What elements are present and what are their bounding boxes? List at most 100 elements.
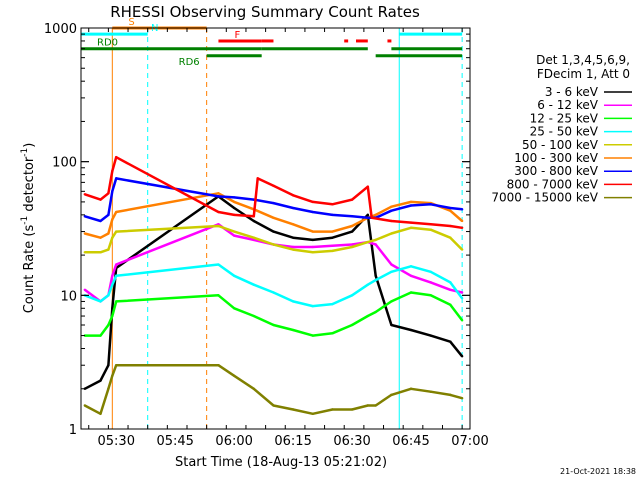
series-4-point-1 [99,251,102,254]
y-tick-label-3: 1000 [44,22,77,37]
series-3-point-11 [331,302,334,306]
series-7-point-9 [272,184,275,187]
series-6-point-16 [409,204,413,207]
y-axis-label-main: Count Rate (s [22,225,37,314]
series-8-point-8 [272,404,275,407]
series-8-point-11 [331,408,334,411]
series-1-point-9 [291,245,295,249]
series-7-point-5 [217,210,220,214]
series-4-point-6 [232,230,236,233]
series-7-point-4 [115,155,118,159]
legend-label-0: 3 - 6 keV [545,85,599,99]
series-6-point-12 [350,215,354,218]
flag-label-rd6: RD6 [179,57,200,68]
series-7-point-8 [256,177,259,180]
series-5-point-5 [217,192,220,195]
series-6-point-17 [429,203,432,206]
series-5-point-19 [460,219,464,223]
x-tick-label-6: 07:00 [451,434,488,449]
y-tick-label-2: 100 [52,156,77,171]
legend-label-7: 800 - 7000 keV [507,177,599,191]
series-4-point-2 [107,248,110,251]
series-4-point-10 [311,251,314,254]
series-1-point-4 [115,263,118,266]
series-6-point-5 [217,195,220,198]
x-tick-label-4: 06:30 [333,434,370,449]
series-4-point-5 [217,224,220,228]
series-6-point-8 [272,201,275,205]
x-tick-label-5: 06:45 [392,434,429,449]
series-2-point-7 [252,314,256,318]
series-1-point-15 [390,263,393,266]
legend-label-8: 7000 - 15000 keV [491,191,598,205]
series-1-point-11 [331,244,334,247]
series-5-point-8 [272,216,275,220]
series-8-point-18 [449,393,452,397]
series-8-point-0 [83,404,86,407]
series-2-point-10 [311,334,314,337]
series-7-point-19 [449,224,452,228]
series-2-point-15 [390,300,393,303]
series-4-point-4 [115,230,118,233]
series-line-1 [84,223,463,303]
series-8-point-19 [460,396,464,400]
legend-label-3: 25 - 50 keV [530,125,599,139]
series-2-point-5 [217,294,220,297]
series-3-point-16 [409,265,413,268]
legend-header-line-2: FDecim 1, Att 0 [537,67,630,81]
series-3-point-15 [390,270,393,273]
y-axis-label-mid: detector [22,156,37,216]
series-8-point-16 [409,387,413,390]
series-0-point-15 [390,323,393,327]
x-tick-label-2: 06:00 [215,434,252,449]
series-0-point-8 [272,230,275,233]
series-6-point-13 [366,216,370,220]
series-3-point-8 [272,291,275,294]
series-8-point-5 [217,364,220,367]
series-8-point-12 [350,408,354,411]
series-0-point-10 [311,238,314,242]
series-4-point-19 [460,248,464,251]
series-4-point-8 [272,243,275,246]
flag-label-rd0: RD0 [97,38,118,49]
series-3-point-4 [115,274,118,278]
series-4-point-11 [331,249,334,253]
series-7-point-13 [350,198,354,201]
series-5-point-6 [232,200,236,204]
series-7-point-12 [331,203,334,206]
series-1-point-19 [460,291,464,294]
series-4-point-9 [291,248,295,251]
series-4-point-15 [390,232,393,235]
legend-label-4: 50 - 100 keV [522,138,599,152]
series-5-point-9 [291,223,295,226]
series-2-point-14 [374,310,377,314]
series-line-5 [84,192,463,239]
series-4-point-17 [429,228,432,231]
series-7-point-1 [99,198,102,201]
series-3-point-9 [291,300,295,303]
series-4-point-18 [449,236,452,239]
series-6-point-0 [83,215,86,218]
series-8-point-3 [111,374,114,378]
series-2-point-12 [350,323,354,327]
series-7-point-7 [252,215,256,218]
series-4-point-14 [374,238,377,242]
series-6-point-3 [111,190,114,193]
series-4-point-12 [350,245,354,249]
timestamp-label: 21-Oct-2021 18:38 [560,467,636,476]
series-6-point-4 [115,177,118,180]
series-8-point-15 [390,393,393,397]
series-0-point-7 [252,219,256,223]
series-5-point-18 [449,209,452,212]
series-4-point-16 [409,226,413,230]
series-5-point-14 [374,213,377,217]
series-1-point-6 [232,234,236,237]
series-3-point-12 [350,294,354,297]
series-5-point-1 [99,236,102,239]
series-2-point-19 [460,319,464,322]
series-8-point-14 [374,404,377,407]
series-3-point-17 [429,270,432,273]
series-1-point-7 [252,238,256,242]
series-0-point-6 [232,206,236,210]
series-2-point-6 [232,307,236,310]
